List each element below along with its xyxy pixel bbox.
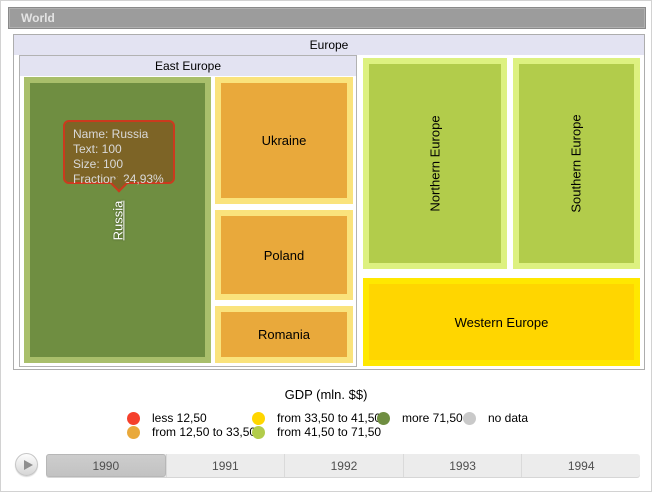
- play-button[interactable]: [15, 453, 38, 476]
- legend-item-33-41: from 33,50 to 41,50: [252, 411, 381, 425]
- legend-dot-orange-icon: [127, 425, 140, 439]
- timeline-year-1992[interactable]: 1992: [284, 454, 403, 477]
- legend-item-41-71-label: from 41,50 to 71,50: [277, 425, 382, 439]
- legend-dot-yellow-icon: [252, 411, 265, 425]
- legend-item-33-41-label: from 33,50 to 41,50: [277, 411, 382, 425]
- group-header-east-europe[interactable]: East Europe: [20, 56, 356, 76]
- legend-dot-yellowgreen-icon: [252, 425, 265, 439]
- tile-poland[interactable]: Poland: [215, 210, 353, 300]
- legend-item-less-label: less 12,50: [152, 411, 207, 425]
- tile-western-europe[interactable]: Western Europe: [363, 278, 640, 366]
- group-header-europe[interactable]: Europe: [14, 35, 644, 55]
- timeline: 1990 1991 1992 1993 1994: [46, 454, 640, 477]
- tile-poland-label: Poland: [263, 247, 305, 263]
- timeline-year-1994[interactable]: 1994: [521, 454, 640, 477]
- legend-item-12-33: from 12,50 to 33,50: [127, 425, 256, 439]
- legend-item-more-label: more 71,50: [402, 411, 463, 425]
- tooltip-line-name: Name: Russia: [73, 127, 149, 141]
- tooltip-line-size: Size: 100: [73, 157, 124, 171]
- legend-item-less: less 12,50: [127, 411, 207, 425]
- tooltip-russia: Name: Russia Text: 100 Size: 100 Fractio…: [63, 120, 175, 193]
- tile-southern-europe[interactable]: Southern Europe: [513, 58, 640, 269]
- breadcrumb-world[interactable]: World: [8, 7, 646, 29]
- tooltip-line-text: Text: 100: [73, 142, 122, 156]
- legend-title: GDP (mln. $$): [284, 387, 368, 402]
- legend-item-12-33-label: from 12,50 to 33,50: [152, 425, 257, 439]
- tile-northern-europe[interactable]: Northern Europe: [363, 58, 507, 269]
- tile-western-europe-label: Western Europe: [454, 314, 549, 330]
- tile-northern-europe-label: Northern Europe: [427, 115, 443, 212]
- legend-item-no-data-label: no data: [488, 411, 529, 425]
- legend-item-41-71: from 41,50 to 71,50: [252, 425, 381, 439]
- breadcrumb-label: World: [21, 11, 55, 25]
- tile-ukraine[interactable]: Ukraine: [215, 77, 353, 204]
- play-icon: [23, 459, 33, 470]
- tile-russia-label: Russia: [110, 200, 125, 240]
- tile-romania[interactable]: Romania: [215, 306, 353, 363]
- legend-dot-gray-icon: [463, 411, 476, 425]
- timeline-year-1990[interactable]: 1990: [46, 454, 166, 477]
- treemap-canvas: Europe East Europe Russia Ukraine Poland…: [13, 34, 645, 370]
- tile-southern-europe-label: Southern Europe: [568, 114, 584, 213]
- tile-ukraine-label: Ukraine: [261, 133, 307, 148]
- timeline-year-1991[interactable]: 1991: [165, 454, 285, 477]
- group-east-europe: East Europe Russia Ukraine Poland Romani…: [19, 55, 357, 367]
- legend-dot-green-icon: [377, 411, 390, 425]
- legend-dot-red-icon: [127, 411, 140, 425]
- legend-item-more: more 71,50: [377, 411, 463, 425]
- legend-item-no-data: no data: [463, 411, 528, 425]
- tile-romania-label: Romania: [257, 327, 311, 342]
- timeline-year-1993[interactable]: 1993: [402, 454, 522, 477]
